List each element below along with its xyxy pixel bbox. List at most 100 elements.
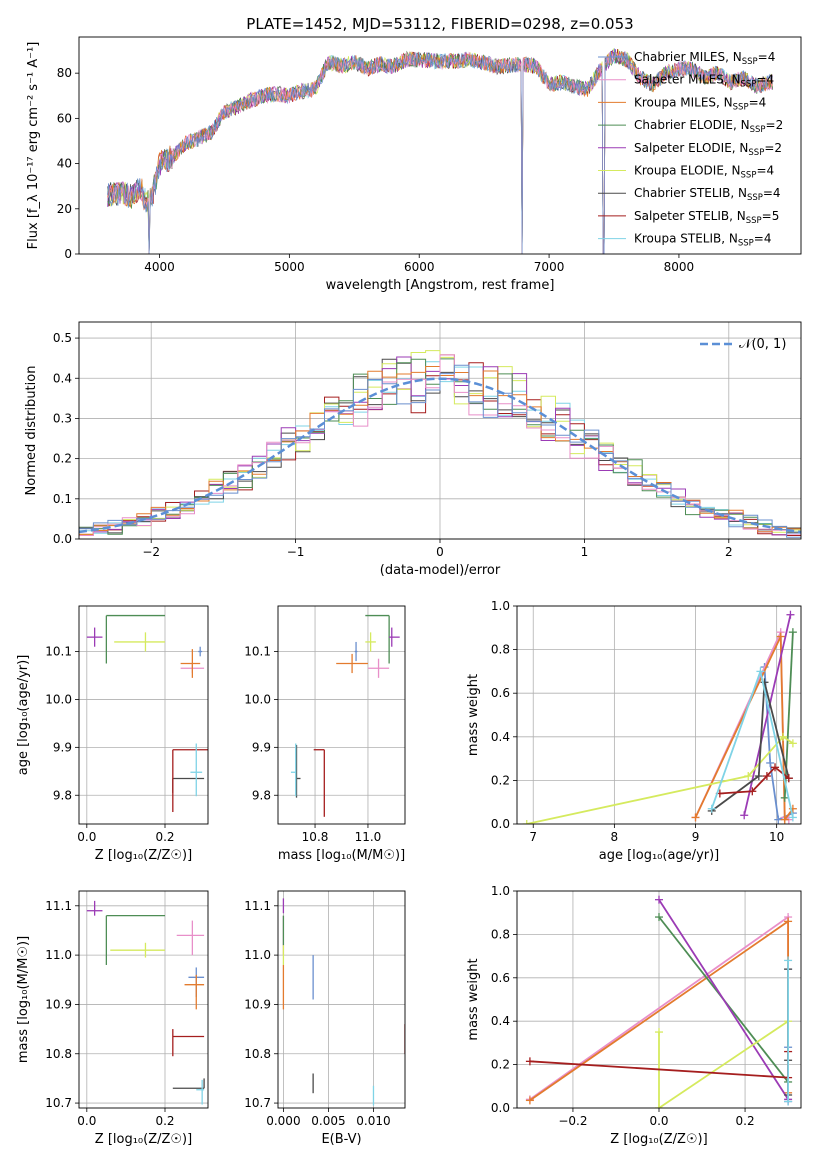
x-tick-label: 11.0 [355, 830, 382, 844]
y-tick-label: 10.0 [45, 692, 72, 706]
x-axis-label: Z [log₁₀(Z/Z☉)] [95, 1132, 192, 1147]
y-tick-label: 10.9 [45, 997, 72, 1011]
x-tick-label: 7000 [534, 260, 565, 274]
y-tick-label: 0.8 [491, 927, 510, 941]
spectrum-panel: 4000 5000 6000 7000 8000 0 20 40 60 80 wavelength … [26, 36, 802, 293]
plot-area [522, 610, 797, 824]
x-tick-label: 0.000 [266, 1114, 300, 1128]
legend-entry: 𝒩(0, 1) [739, 337, 786, 352]
legend-subscript: SSP [741, 171, 757, 181]
y-tick-label: 9.8 [53, 788, 72, 802]
x-tick-label: 1 [581, 545, 589, 559]
legend-entry: Chabrier MILES, NSSP=4 [634, 50, 775, 67]
x-tick-label: 5000 [274, 260, 305, 274]
y-tick-label: 80 [57, 66, 72, 80]
legend-entry: Salpeter STELIB, NSSP=5 [634, 209, 779, 226]
legend-subscript: SSP [738, 239, 754, 249]
x-tick-label: 8000 [664, 260, 695, 274]
plot-area [86, 900, 205, 1105]
legend-subscript: SSP [742, 57, 758, 67]
legend-count: =4 [754, 232, 772, 246]
x-tick-label: 6000 [404, 260, 435, 274]
y-tick-label: 0.0 [491, 1101, 510, 1115]
legend: Chabrier MILES, NSSP=4 Salpeter MILES, NS… [598, 50, 783, 249]
y-tick-label: 10.7 [45, 1096, 72, 1110]
y-tick-label: 60 [57, 111, 72, 125]
y-tick-label: 0.0 [53, 532, 72, 546]
weight-line [694, 636, 794, 823]
axes-frame [277, 890, 406, 1109]
weight-vs-age-panel: 7 8 9 10 0.0 0.2 0.4 0.6 0.8 1.0 age [log₁₀(age/yr… [466, 599, 802, 863]
x-axis-label: Z [log₁₀(Z/Z☉)] [95, 848, 192, 863]
y-tick-label: 0.2 [53, 452, 72, 466]
x-axis-label: wavelength [Angstrom, rest frame] [326, 278, 555, 293]
y-axis-label: mass weight [466, 958, 481, 1040]
legend-entry: Kroupa MILES, NSSP=4 [634, 95, 766, 112]
x-tick-label: 0.2 [155, 1114, 174, 1128]
y-tick-label: 10.1 [244, 645, 271, 659]
legend-count: =2 [766, 118, 784, 132]
y-tick-label: 10.8 [244, 1047, 271, 1061]
y-tick-label: 0 [64, 247, 72, 261]
mass-vs-metallicity-panel: 0.0 0.2 10.7 10.8 10.9 11.0 11.1 Z [log₁₀(Z/Z☉)… [16, 890, 209, 1147]
age-vs-mass-panel: 10.8 11.0 9.8 9.9 10.0 10.1 mass [log₁₀(M/M☉)] [244, 605, 406, 863]
mass-vs-ebv-panel: 0.000 0.005 0.010 10.7 10.8 10.9 11.0 11.1 E(B-V… [244, 890, 406, 1147]
x-axis-label: Z [log₁₀(Z/Z☉)] [610, 1132, 707, 1147]
age-vs-metallicity-panel: 0.0 0.2 9.8 9.9 10.0 10.1 Z [log₁₀(Z/Z☉)] age [… [16, 605, 209, 863]
y-tick-label: 11.0 [45, 948, 72, 962]
y-tick-label: 11.1 [45, 899, 72, 913]
plot-area [282, 898, 405, 1106]
spectrum-line [107, 48, 773, 254]
weight-line [783, 632, 794, 798]
axes-frame [78, 890, 209, 1109]
legend-entry: Kroupa STELIB, NSSP=4 [634, 232, 772, 249]
y-tick-label: 0.4 [53, 371, 72, 385]
x-tick-label: 8 [611, 830, 619, 844]
legend-subscript: SSP [741, 80, 757, 90]
axes-frame [78, 605, 209, 825]
legend-subscript: SSP [748, 148, 764, 158]
y-tick-label: 11.1 [244, 899, 271, 913]
y-axis-label: age [log₁₀(age/yr)] [16, 655, 31, 776]
legend-count: =4 [758, 50, 776, 64]
y-tick-label: 0.2 [491, 1058, 510, 1072]
x-axis-label: mass [log₁₀(M/M☉)] [278, 848, 405, 863]
x-tick-label: 0.005 [311, 1114, 345, 1128]
y-tick-label: 11.0 [244, 948, 271, 962]
y-tick-label: 1.0 [491, 884, 510, 898]
plot-area [79, 350, 801, 539]
legend-subscript: SSP [750, 125, 766, 135]
y-tick-label: 10.7 [244, 1096, 271, 1110]
axes-frame [78, 321, 802, 540]
x-tick-label: 0.0 [649, 1114, 668, 1128]
axes-frame [78, 36, 802, 255]
x-tick-label: −0.2 [558, 1114, 587, 1128]
plot-area [107, 47, 773, 254]
axes-frame [516, 890, 802, 1109]
y-tick-label: 9.9 [252, 740, 271, 754]
x-tick-label: 10 [769, 830, 784, 844]
legend-entry: Chabrier STELIB, NSSP=4 [634, 186, 781, 203]
legend-subscript: SSP [747, 193, 763, 203]
y-tick-label: 0.6 [491, 686, 510, 700]
x-tick-label: −2 [142, 545, 160, 559]
axes-frame [277, 605, 406, 825]
axes-frame [516, 605, 802, 825]
y-tick-label: 0.4 [491, 730, 510, 744]
legend-count: =4 [749, 95, 767, 109]
x-tick-label: 9 [692, 830, 700, 844]
y-tick-label: 10.9 [244, 997, 271, 1011]
legend-subscript: SSP [733, 102, 749, 112]
legend-entry: Salpeter MILES, NSSP=4 [634, 73, 774, 90]
y-tick-label: 1.0 [491, 599, 510, 613]
y-axis-label: Flux [f_λ 10⁻¹⁷ erg cm⁻² s⁻¹ A⁻¹] [26, 42, 41, 250]
y-tick-label: 0.2 [491, 773, 510, 787]
y-tick-label: 20 [57, 202, 72, 216]
histogram-step [79, 364, 801, 538]
normal-curve [79, 377, 801, 534]
weight-vs-metallicity-panel: −0.2 0.0 0.2 0.0 0.2 0.4 0.6 0.8 1.0 Z [log₁₀(Z/Z… [466, 884, 802, 1147]
x-tick-label: 0.2 [155, 830, 174, 844]
y-tick-label: 10.0 [244, 692, 271, 706]
x-tick-label: 0.2 [736, 1114, 755, 1128]
